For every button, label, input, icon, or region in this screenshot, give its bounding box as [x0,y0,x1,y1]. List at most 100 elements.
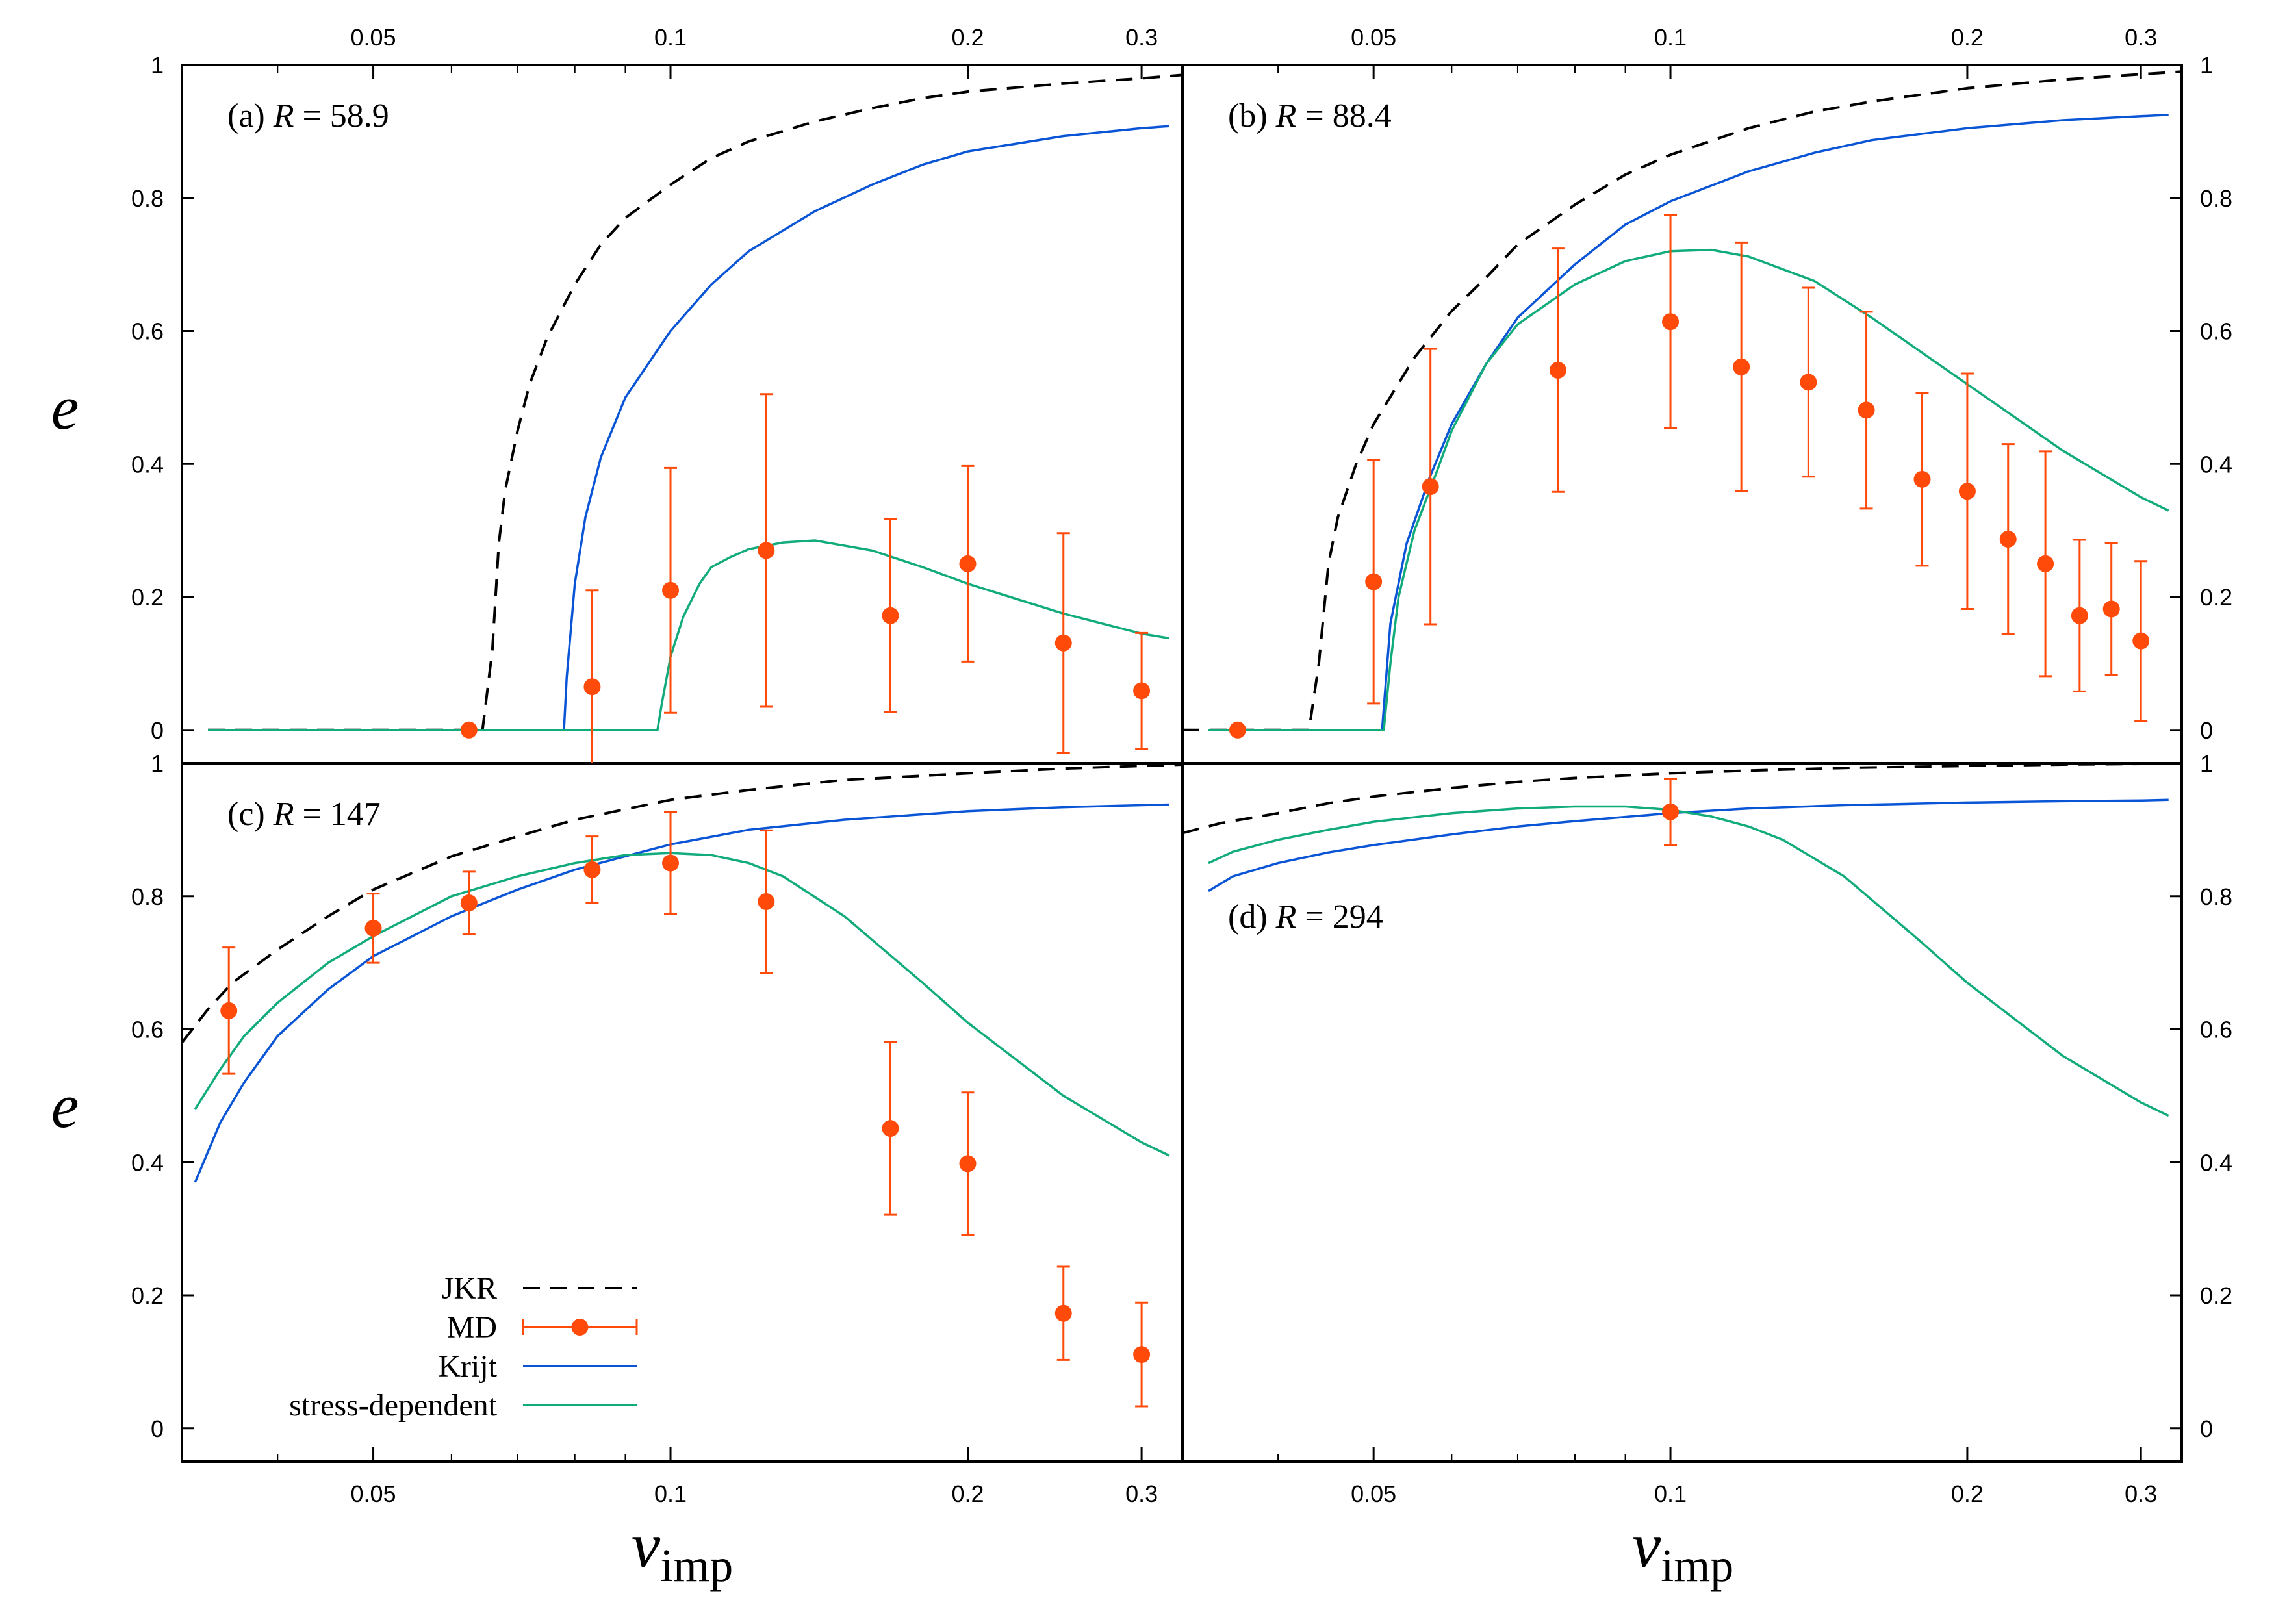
x-tick-label: 0.1 [1654,1480,1687,1507]
krijt-curve [1208,798,2169,893]
stress-dependent-curve [1208,805,2169,1117]
panel-label-value: = 294 [1296,898,1383,935]
md-data-point [758,893,775,910]
x-axis-title-left-main: v [632,1509,661,1581]
panel-label-prefix: (a) [227,97,274,134]
y-tick-label: 0.8 [2200,185,2232,212]
md-data-point [220,1002,238,1019]
panel-label-prefix: (d) [1228,898,1276,935]
series-layer [208,73,1182,763]
x-tick-label: 0.1 [1654,24,1687,51]
y-tick-label: 0 [2200,1415,2213,1442]
panel-label-a: (a) R = 58.9 [227,97,389,134]
y-tick-label: 0 [2200,717,2213,744]
y-tick-label: 1 [2200,750,2213,777]
md-data-point [1858,401,1875,419]
y-tick-label: 0.2 [131,1282,164,1309]
y-tick-label: 0.8 [131,883,164,910]
y-tick-label: 0.4 [2200,1149,2232,1176]
md-data-point [1800,374,1817,391]
y-tick-label: 0.6 [131,318,164,345]
panel-b: 0 0.2 0.4 0.6 0.8 1 0.05 0.1 0.2 0.3 (b) R = 88.4 [1182,24,2232,744]
md-data-point [662,854,680,872]
series-layer [182,763,1182,1408]
y-tick-label: 0.8 [131,185,164,212]
series-layer [1182,763,2182,1117]
md-data-point [959,1155,977,1173]
md-data-point [1662,313,1680,331]
x-axis-title-left-sub: imp [660,1540,733,1592]
y-tick-label: 0.6 [2200,318,2232,345]
panel-label-b: (b) R = 88.4 [1228,97,1392,134]
panel-label-var: R [273,796,294,833]
jkr-curve [208,73,1182,731]
x-tick-label: 0.3 [2125,1480,2157,1507]
md-data-point [460,894,478,911]
panel-label-prefix: (c) [227,796,274,833]
x-axis-title-left: vimp [632,1509,733,1592]
krijt-curve [1208,114,2169,731]
x-axis-title-right-sub: imp [1661,1540,1733,1592]
md-data-point [1422,478,1439,496]
y-tick-label: 0.8 [2200,883,2232,910]
panels-layer: 00.20.40.60.810.05 0.1 0.2 0.3(a) R = 58.90… [131,24,2232,1507]
y-tick-label: 1 [151,750,164,777]
y-tick-label: 0.2 [2200,1282,2232,1309]
md-data-point [2132,632,2150,650]
legend-swatch-md-point [571,1319,589,1336]
panel-label-value: = 88.4 [1296,97,1391,134]
x-tick-label: 0.1 [654,1480,687,1507]
x-tick-label: 0.05 [1351,24,1396,51]
legend-label-md: MD [447,1310,497,1345]
md-data-point [1054,634,1072,652]
md-data-point [583,861,601,878]
y-tick-label: 0.2 [131,584,164,611]
stress-dependent-curve [1208,248,2169,731]
panel-a: 0 0.2 0.4 0.6 0.8 1 0.05 0.1 0.2 0.3 (a) R = 58.9 [131,24,1182,763]
y-tick-label: 1 [2200,52,2213,79]
krijt-curve [208,125,1169,731]
x-tick-label: 0.05 [351,24,396,51]
x-axis-title-right-main: v [1632,1509,1661,1581]
stress-dependent-curve [194,852,1170,1157]
jkr-curve [182,763,1182,1044]
x-tick-label: 0.2 [951,1480,984,1507]
y-tick-label: 1 [151,52,164,79]
panel-label-var: R [1275,97,1297,134]
legend: JKR MD Krijt stress-dependent [289,1271,638,1423]
y-tick-label: 0.4 [131,451,164,477]
md-data-point [460,721,478,739]
md-data-point [2037,555,2054,572]
md-data-point [1133,682,1151,700]
y-tick-label: 0 [151,717,164,744]
jkr-curve [1182,763,2182,835]
legend-label-jkr: JKR [442,1271,497,1306]
panel-label-value: = 147 [294,796,380,833]
md-data-point [2071,607,2088,624]
md-data-point [959,555,977,572]
panel-label-var: R [273,97,294,134]
panel-d: 0 0.2 0.4 0.6 0.8 1 0.05 0.1 0.2 0.3 (d) R = 294 [1182,750,2232,1507]
x-tick-label: 0.1 [654,24,687,51]
x-axis-title-right: vimp [1632,1509,1733,1592]
panel-label-d: (d) R = 294 [1228,898,1383,935]
panel-c: 0 0.2 0.4 0.6 0.8 1 0.05 0.1 0.2 0.3 (c) R = 147 [131,750,1182,1507]
panel-label-value: = 58.9 [294,97,389,134]
panel-label-var: R [1275,898,1297,935]
md-data-point [583,678,601,696]
y-tick-label: 0 [151,1415,164,1442]
panel-label-prefix: (b) [1228,97,1276,134]
md-data-point [1733,358,1750,375]
y-tick-label: 0.4 [131,1149,164,1176]
panel-label-c: (c) R = 147 [227,796,381,833]
x-tick-label: 0.2 [951,24,984,51]
md-data-point [758,542,775,559]
md-data-point [1133,1346,1151,1364]
md-data-point [364,919,382,937]
md-data-point [1958,483,1976,500]
x-tick-label: 0.3 [1125,24,1158,51]
y-axis-title-bottom: e [51,1071,79,1141]
y-tick-label: 0.6 [2200,1017,2232,1043]
md-data-point [1054,1304,1072,1322]
